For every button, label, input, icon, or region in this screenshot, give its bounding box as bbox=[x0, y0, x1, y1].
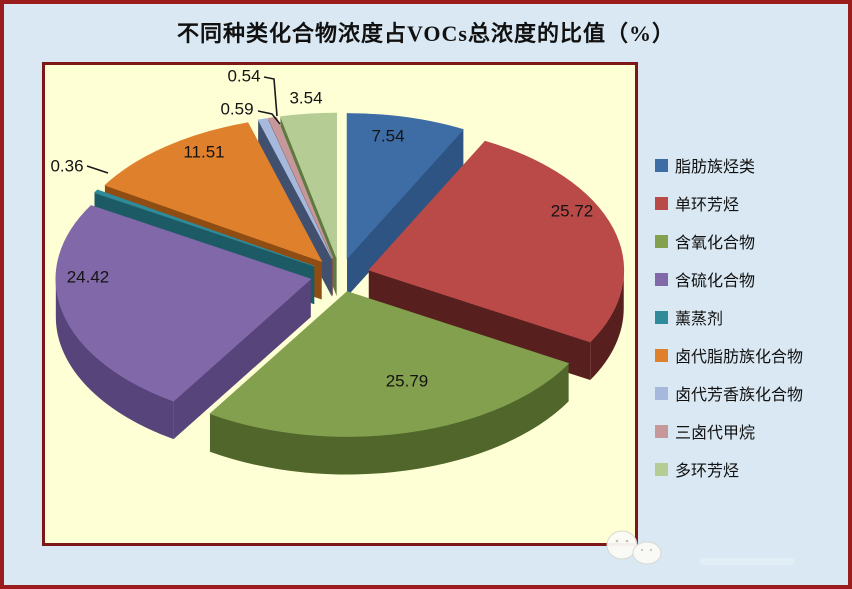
pie-slice-side bbox=[347, 129, 464, 297]
legend-item: 单环芳烃 bbox=[655, 184, 845, 222]
legend-label: 三卤代甲烷 bbox=[675, 425, 756, 442]
pie-slice-top bbox=[209, 291, 570, 437]
pie-slice-top bbox=[368, 140, 625, 343]
legend-label: 多环芳烃 bbox=[675, 463, 740, 480]
legend-swatch bbox=[655, 158, 668, 172]
pie-slice-top bbox=[93, 189, 315, 267]
value-label: 0.54 bbox=[227, 66, 260, 85]
legend-swatch bbox=[655, 348, 668, 362]
value-label: 25.72 bbox=[551, 201, 594, 220]
pie-slice-top bbox=[257, 118, 333, 259]
legend-item: 薰蒸剂 bbox=[655, 298, 845, 336]
legend-item: 含氧化合物 bbox=[655, 222, 845, 260]
watermark bbox=[640, 548, 644, 552]
legend-item: 三卤代甲烷 bbox=[655, 412, 845, 450]
value-label: 11.51 bbox=[183, 142, 224, 161]
legend-label: 单环芳烃 bbox=[675, 197, 740, 214]
watermark bbox=[700, 558, 795, 565]
label-leader-line bbox=[263, 76, 278, 117]
watermark bbox=[625, 539, 629, 543]
pie-slice-top bbox=[346, 113, 464, 260]
legend-swatch bbox=[655, 234, 668, 248]
legend-swatch bbox=[655, 462, 668, 476]
value-label: 0.36 bbox=[50, 156, 83, 175]
pie-slice-wall bbox=[55, 278, 174, 440]
pie-slice-wall bbox=[209, 363, 569, 475]
legend-item: 多环芳烃 bbox=[655, 450, 845, 488]
legend-swatch bbox=[655, 386, 668, 400]
chart-title: 不同种类化合物浓度占VOCs总浓度的比值（%） bbox=[176, 21, 675, 46]
watermark bbox=[615, 539, 619, 543]
legend-swatch bbox=[655, 424, 668, 438]
legend-swatch bbox=[655, 310, 668, 324]
value-label: 24.42 bbox=[67, 267, 110, 286]
pie-slice-top bbox=[280, 112, 337, 259]
legend-label: 薰蒸剂 bbox=[675, 311, 724, 328]
legend-item: 含硫化合物 bbox=[655, 260, 845, 298]
legend-label: 脂肪族烃类 bbox=[675, 159, 756, 176]
pie-slice-side bbox=[173, 278, 311, 440]
pie-slice-top bbox=[104, 122, 323, 263]
value-label: 25.79 bbox=[386, 371, 429, 390]
legend-item: 脂肪族烃类 bbox=[655, 146, 845, 184]
legend: 脂肪族烃类单环芳烃含氧化合物含硫化合物薰蒸剂卤代脂肪族化合物 卤代芳香族化合物 三卤… bbox=[655, 146, 845, 488]
legend-label: 含氧化合物 bbox=[675, 235, 756, 252]
watermark bbox=[649, 548, 653, 552]
legend-item: 卤代脂肪族化合物 bbox=[655, 336, 845, 374]
value-label: 7.54 bbox=[371, 126, 404, 145]
legend-swatch bbox=[655, 196, 668, 210]
value-label: 0.59 bbox=[220, 99, 253, 118]
pie-slice-top bbox=[55, 205, 312, 402]
label-leader-line bbox=[86, 165, 109, 174]
legend-label: 卤代芳香族化合物 bbox=[675, 387, 804, 404]
watermark bbox=[606, 530, 638, 560]
value-label: 3.54 bbox=[289, 88, 322, 107]
legend-label: 含硫化合物 bbox=[675, 273, 756, 290]
pie-slice-wall bbox=[590, 270, 624, 381]
watermark bbox=[632, 541, 662, 565]
legend-item: 卤代芳香族化合物 bbox=[655, 374, 845, 412]
legend-swatch bbox=[655, 272, 668, 286]
pie-slice-top bbox=[267, 116, 334, 259]
legend-label: 卤代脂肪族化合物 bbox=[675, 349, 804, 366]
label-leader-line bbox=[257, 110, 281, 125]
